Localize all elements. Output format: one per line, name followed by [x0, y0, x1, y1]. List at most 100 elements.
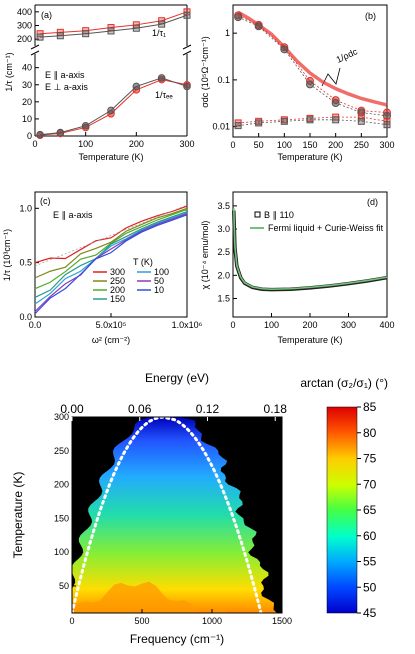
data-point [81, 121, 90, 130]
heatmap-region [72, 417, 277, 613]
data-point [183, 82, 191, 91]
panel-b-xtick-label: 200 [328, 140, 343, 150]
data-point [132, 24, 140, 32]
legend-label-150: 150 [110, 294, 125, 304]
panel-c-xtick-label: 1.0x10⁶ [172, 320, 203, 330]
panel-a-xtick-label: 0 [32, 139, 37, 149]
legend-label-250: 250 [110, 276, 125, 286]
panel-d-xtick-label: 100 [264, 320, 279, 330]
legend-label-fit: Fermi liquid + Curie-Weiss fit [268, 223, 384, 233]
data-point [132, 82, 141, 91]
panel-d-xtick-label: 200 [302, 320, 317, 330]
panel-e-ytick-label: 200 [54, 480, 69, 490]
panel-b-xlabel: Temperature (K) [277, 152, 342, 162]
series-line-4 [238, 119, 388, 127]
data-point [357, 113, 365, 121]
data-point [56, 32, 64, 40]
panel-b-xtick-label: 150 [302, 140, 317, 150]
data-point [306, 80, 314, 89]
panel-b-chart: 0 50 100 150 200 250 300 0.01 0.1 1 Temperature (K… [200, 4, 395, 162]
panel-e-ytick-label: 300 [54, 412, 69, 422]
panel-b-ytick-label: 0.01 [212, 122, 230, 132]
data-point [234, 13, 243, 22]
legend-label-100: 100 [154, 267, 169, 277]
panel-c-xlabel: ω² (cm⁻²) [92, 335, 130, 345]
panel-d-ytick-label: 2.5 [217, 247, 230, 257]
panel-d-frame [232, 191, 388, 318]
data-point [280, 117, 288, 125]
panel-b-ytick-label: 0.1 [217, 75, 230, 85]
panel-d-ytick-label: 1.5 [217, 293, 230, 303]
panel-a-lower-ytick-label: 30 [22, 80, 32, 90]
panel-c-legend-title: T (K) [133, 257, 153, 267]
data-point [255, 119, 263, 127]
panel-e-x2tick-label: 0.18 [264, 402, 288, 416]
panel-b-ylabel: σdc (10⁵Ω⁻¹cm⁻¹) [200, 36, 210, 108]
colorbar-gradient [326, 406, 358, 614]
panel-e-ylabel: Temperature (K) [11, 472, 25, 559]
series-line-50 [34, 213, 188, 312]
panel-e-xtick-label: 1500 [272, 616, 292, 626]
panel-b-xtick-label: 100 [277, 140, 292, 150]
panel-a-lower-ytick-label: 0 [27, 131, 32, 141]
panel-e-ytick-label: 250 [54, 446, 69, 456]
axis-break-mark [30, 44, 40, 50]
panel-c-xtick-label: 5.0x10⁵ [96, 320, 127, 330]
legend-label-observed: B ∥ 110 [264, 210, 294, 220]
panel-e-x2tick-label: 0.06 [128, 402, 152, 416]
panel-e-xtick-label: 1000 [202, 616, 222, 626]
panel-e-tag: (e) [91, 429, 106, 443]
data-point [157, 74, 166, 82]
colorbar-label: arctan (σ₂/σ₁) (°) [300, 376, 388, 390]
panel-a-upper-ytick-label: 300 [17, 21, 32, 31]
series-fit [232, 208, 388, 291]
panel-a-lower-ytick-label: 10 [22, 114, 32, 124]
panel-a-xtick-label: 200 [129, 139, 144, 149]
heatmap-warm-band [72, 581, 226, 613]
annotation-rho-dc: 1/ρdc [335, 46, 360, 65]
panel-d-chart: 0 100 200 300 400 1.5 2.0 2.5 3.0 3.5 Temperature … [200, 191, 395, 345]
panel-e-xtick-label: 0 [69, 616, 74, 626]
panel-c-xtick-label: 0.0 [29, 320, 42, 330]
data-point [254, 22, 263, 31]
panel-d-xlabel: Temperature (K) [277, 335, 342, 345]
guide-line [34, 204, 188, 267]
panel-a-xtick-label: 300 [179, 139, 194, 149]
panel-d-tag: (d) [367, 197, 378, 207]
panel-d-xtick-label: 400 [379, 320, 394, 330]
panel-d-ylabel: χ (10⁻⁴ emu/mol) [200, 221, 210, 290]
panel-b-ytick-label: 1 [225, 28, 230, 38]
panel-b-xtick-label: 300 [379, 140, 394, 150]
colorbar-tick-label: 60 [363, 529, 377, 543]
panel-c-chart: 0.0 5.0x10⁵ 1.0x10⁶ 0.0 0.5 1.0 ω² (cm⁻²) 1/τ (… [2, 191, 203, 345]
panel-c-ytick-label: 0.5 [19, 258, 32, 268]
panel-c-ytick-label: 1.0 [19, 203, 32, 213]
series-line-250 [34, 207, 188, 279]
legend-label-300: 300 [110, 267, 125, 277]
data-point [332, 116, 340, 124]
colorbar-tick-label: 75 [363, 452, 377, 466]
panel-e-x2tick-label: 0.00 [60, 402, 84, 416]
legend-label-50: 50 [154, 276, 164, 286]
panel-b-xtick-label: 0 [230, 140, 235, 150]
panel-a-ylabel: 1/τ (cm⁻¹) [4, 52, 14, 91]
data-point [280, 45, 289, 54]
colorbar-tick-label: 80 [363, 426, 377, 440]
panel-a-tag: (a) [41, 10, 52, 20]
annotation-tau1: 1/τ₁ [152, 28, 166, 38]
panel-e-ytick-label: 50 [59, 581, 69, 591]
data-point [36, 33, 44, 41]
colorbar: 45 50 55 60 65 70 75 80 85 arctan (σ₂/σ₁) (°) [300, 376, 388, 620]
legend-label-200: 200 [110, 285, 125, 295]
data-point [383, 121, 391, 129]
annotation-tau-ee: 1/τₑₑ [155, 90, 173, 100]
colorbar-tick-label: 50 [363, 580, 377, 594]
data-point [331, 99, 340, 108]
series-line-100 [34, 212, 188, 305]
panel-a-upper-ytick-label: 200 [17, 34, 32, 44]
colorbar-tick-label: 70 [363, 477, 377, 491]
panel-d-xtick-label: 0 [230, 320, 235, 330]
